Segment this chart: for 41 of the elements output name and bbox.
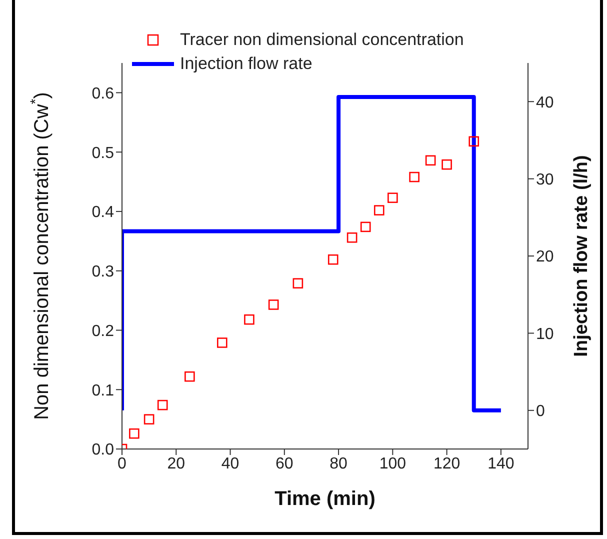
point: [129, 428, 140, 439]
y2-tick-label: 0: [536, 403, 545, 420]
legend-label: Injection flow rate: [180, 53, 312, 75]
point: [244, 314, 254, 325]
x-tick-label: 140: [488, 455, 514, 472]
x-tick-label: 100: [379, 455, 406, 472]
point: [425, 155, 436, 166]
point: [409, 172, 420, 182]
y2-tick-label: 30: [536, 171, 554, 188]
y2-tick-label: 20: [536, 248, 554, 266]
legend-label: Tracer non dimensional concentration: [180, 29, 464, 51]
point: [157, 400, 168, 410]
point: [292, 278, 304, 288]
y-tick-label: 0.4: [92, 204, 114, 222]
x-tick-label: 120: [433, 455, 460, 472]
y-tick-label: 0.5: [92, 144, 114, 162]
y2-axis-title: Injection flow rate (l/h): [571, 155, 592, 357]
y-tick-label: 0.2: [92, 322, 114, 340]
point: [388, 192, 398, 203]
x-tick-label: 40: [221, 455, 240, 472]
x-tick-label: 80: [330, 455, 348, 472]
y-tick-label: 0.6: [92, 85, 114, 102]
x-tick-label: 0: [118, 455, 127, 472]
y2-tick-label: 10: [536, 326, 554, 343]
point: [374, 205, 384, 216]
point: [468, 136, 480, 147]
point: [328, 254, 338, 265]
x-axis-title: Time (min): [274, 488, 376, 510]
point: [216, 338, 228, 348]
y-tick-label: 0.3: [92, 264, 114, 281]
point: [144, 414, 154, 424]
x-tick-label: 60: [276, 455, 294, 472]
x-tick-label: 20: [167, 455, 186, 472]
y-tick-label: 0.0: [92, 442, 114, 459]
point: [184, 371, 195, 382]
y-tick-label: 0.1: [92, 382, 114, 400]
point: [442, 159, 452, 170]
point: [268, 300, 279, 310]
y2-tick-label: 40: [536, 94, 554, 112]
point: [360, 222, 371, 232]
point: [346, 232, 358, 243]
